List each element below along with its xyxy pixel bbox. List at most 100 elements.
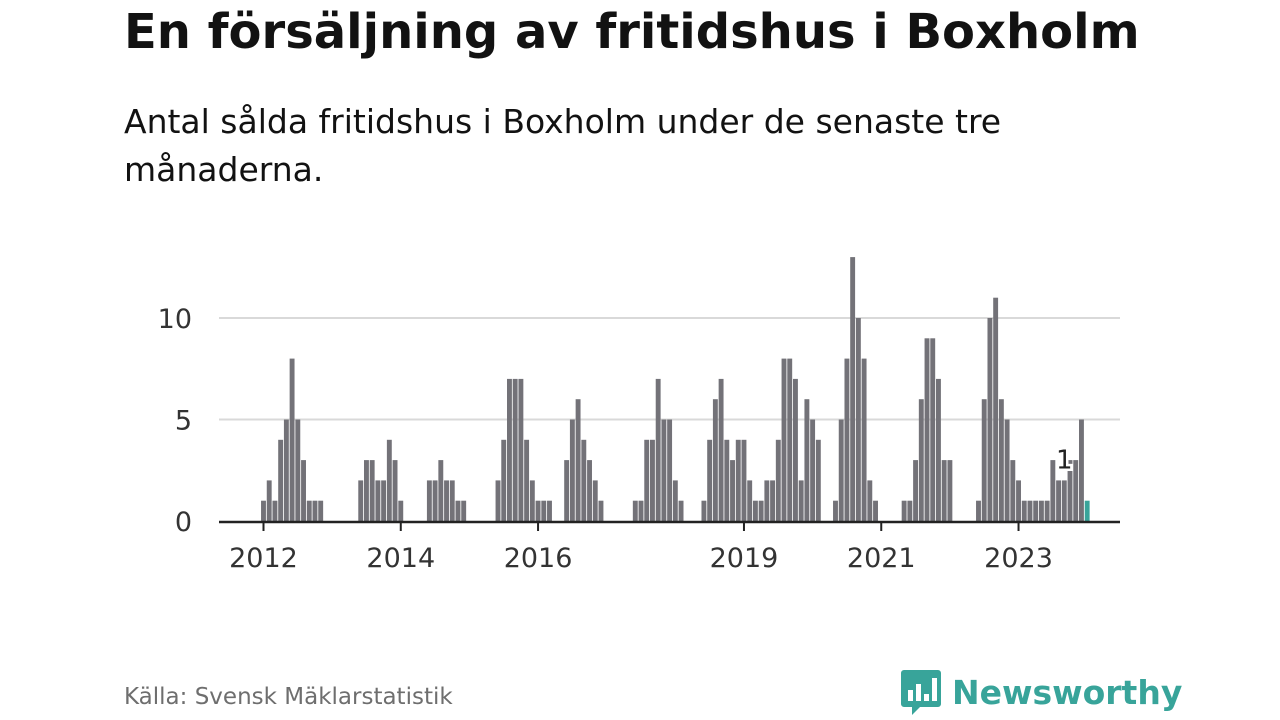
bar bbox=[312, 500, 318, 521]
bar bbox=[1073, 460, 1079, 521]
bar bbox=[930, 338, 936, 521]
bar bbox=[386, 439, 392, 521]
bar bbox=[495, 480, 501, 521]
bar bbox=[758, 500, 764, 521]
bar bbox=[947, 460, 953, 521]
axes bbox=[219, 520, 1120, 531]
bar bbox=[535, 500, 541, 521]
bar bbox=[581, 439, 587, 521]
bars bbox=[261, 257, 1090, 521]
bar bbox=[913, 460, 919, 521]
y-tick-label: 0 bbox=[175, 507, 192, 538]
bar bbox=[936, 378, 941, 521]
bar bbox=[1021, 500, 1027, 521]
bar bbox=[398, 500, 404, 521]
y-tick-label: 10 bbox=[158, 304, 192, 335]
bar bbox=[569, 419, 575, 521]
bar bbox=[850, 257, 856, 521]
bar-chart: 0 5 10 2012 2014 2016 2019 2021 2023 1 bbox=[158, 257, 1120, 574]
bar bbox=[798, 480, 804, 521]
x-tick-label: 2023 bbox=[984, 543, 1053, 574]
bar bbox=[747, 480, 753, 521]
bar bbox=[815, 439, 821, 521]
bar-latest bbox=[1084, 500, 1090, 521]
bar bbox=[918, 399, 924, 521]
bar bbox=[1079, 419, 1084, 521]
bar bbox=[261, 500, 266, 521]
bar bbox=[375, 480, 381, 521]
bar bbox=[283, 419, 289, 521]
bar bbox=[907, 500, 913, 521]
bar bbox=[873, 500, 878, 521]
bar bbox=[661, 419, 667, 521]
y-tick-label: 5 bbox=[175, 406, 192, 437]
bar bbox=[541, 500, 547, 521]
bar bbox=[867, 480, 873, 521]
bar bbox=[1044, 500, 1050, 521]
bar bbox=[764, 480, 770, 521]
bar bbox=[364, 460, 369, 521]
x-tick-label: 2014 bbox=[366, 543, 435, 574]
bar bbox=[449, 480, 455, 521]
x-tick-label: 2021 bbox=[847, 543, 916, 574]
bar bbox=[770, 480, 776, 521]
bar bbox=[587, 460, 592, 521]
bar bbox=[701, 500, 707, 521]
bar bbox=[598, 500, 604, 521]
bar bbox=[810, 419, 816, 521]
bar bbox=[564, 460, 570, 521]
bar bbox=[444, 480, 449, 521]
newsworthy-logo: Newsworthy bbox=[900, 668, 1182, 716]
x-tick-label: 2016 bbox=[504, 543, 573, 574]
bar bbox=[358, 480, 364, 521]
bar bbox=[844, 358, 850, 521]
bar bbox=[632, 500, 638, 521]
bar bbox=[501, 439, 507, 521]
chart-subtitle: Antal sålda fritidshus i Boxholm under d… bbox=[124, 102, 1002, 189]
bar bbox=[512, 378, 518, 521]
labels: 0 5 10 2012 2014 2016 2019 2021 2023 1 bbox=[158, 304, 1075, 574]
bar bbox=[1004, 419, 1010, 521]
bar bbox=[278, 439, 284, 521]
bar bbox=[941, 460, 947, 521]
bar bbox=[369, 460, 375, 521]
bar bbox=[1056, 480, 1062, 521]
bar bbox=[672, 480, 678, 521]
bar bbox=[432, 480, 438, 521]
bar bbox=[861, 358, 867, 521]
source-note: Källa: Svensk Mäklarstatistik bbox=[124, 684, 453, 710]
bar bbox=[1010, 460, 1016, 521]
brand-name: Newsworthy bbox=[952, 672, 1183, 712]
bar bbox=[592, 480, 598, 521]
bar bbox=[301, 460, 306, 521]
bar bbox=[787, 358, 793, 521]
bar bbox=[741, 439, 747, 521]
bar bbox=[752, 500, 758, 521]
bar bbox=[804, 399, 810, 521]
bar bbox=[998, 399, 1004, 521]
bar bbox=[838, 419, 844, 521]
bar bbox=[295, 419, 301, 521]
bar bbox=[735, 439, 741, 521]
bar bbox=[833, 500, 838, 521]
bar bbox=[644, 439, 650, 521]
bar bbox=[547, 500, 552, 521]
bar bbox=[638, 500, 644, 521]
bar bbox=[724, 439, 730, 521]
data-label-latest: 1 bbox=[1056, 445, 1073, 475]
bar bbox=[1050, 460, 1056, 521]
bar bbox=[392, 460, 398, 521]
bar bbox=[1038, 500, 1044, 521]
bar bbox=[781, 358, 787, 521]
bar bbox=[976, 500, 981, 521]
bar bbox=[924, 338, 930, 521]
bar bbox=[272, 500, 278, 521]
bar bbox=[1027, 500, 1033, 521]
bar bbox=[306, 500, 312, 521]
bar bbox=[575, 399, 581, 521]
bar bbox=[855, 318, 861, 521]
bar bbox=[1061, 480, 1067, 521]
bar bbox=[1067, 460, 1073, 521]
bar bbox=[981, 399, 987, 521]
bar bbox=[775, 439, 781, 521]
